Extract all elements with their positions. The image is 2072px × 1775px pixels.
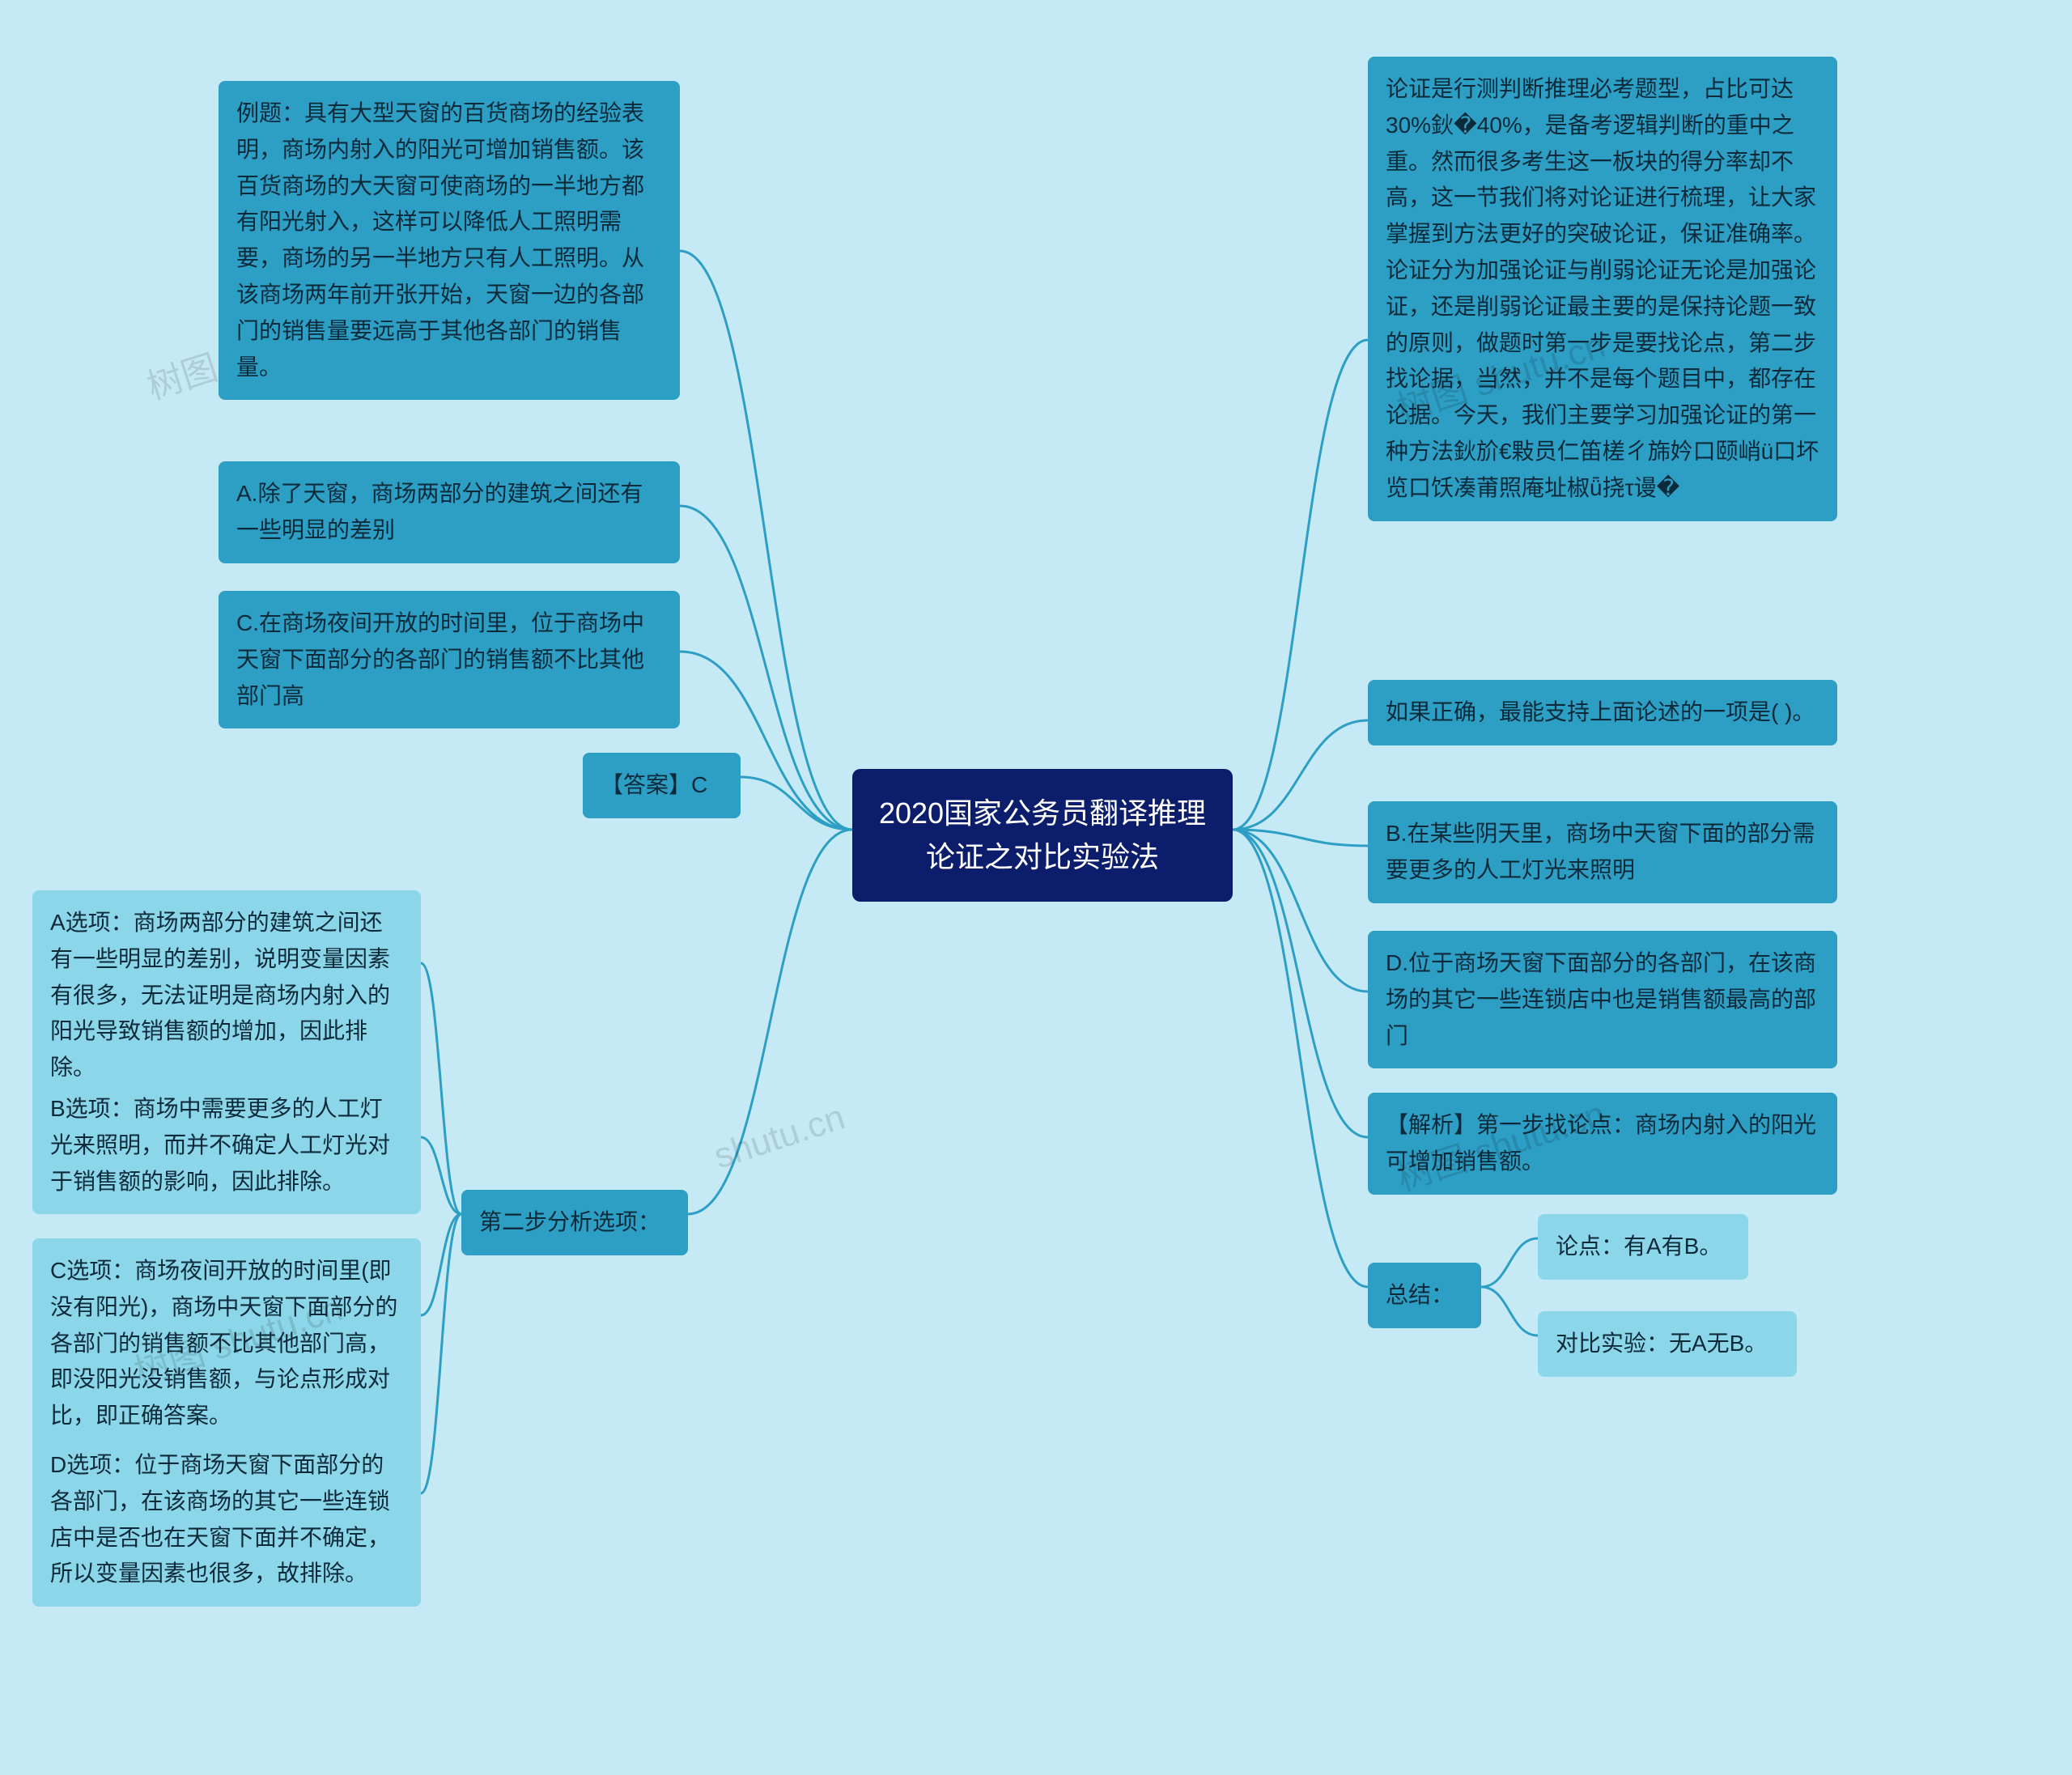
connector [741,777,852,830]
mindmap-node-L5d[interactable]: D选项：位于商场天窗下面部分的各部门，在该商场的其它一些连锁店中是否也在天窗下面… [32,1433,421,1607]
connector [1233,830,1368,1287]
connector [421,963,461,1214]
mindmap-node-L3[interactable]: C.在商场夜间开放的时间里，位于商场中天窗下面部分的各部门的销售额不比其他部门高 [219,591,680,728]
watermark: shutu.cn [709,1098,850,1178]
connector [421,1214,461,1315]
connector [1481,1287,1538,1335]
mindmap-node-R6a[interactable]: 论点：有A有B。 [1538,1214,1748,1280]
connector [1233,830,1368,846]
connector [1233,340,1368,830]
connector [688,830,852,1214]
mindmap-node-L5b[interactable]: B选项：商场中需要更多的人工灯光来照明，而并不确定人工灯光对于销售额的影响，因此… [32,1076,421,1214]
mindmap-node-R1[interactable]: 论证是行测判断推理必考题型，占比可达30%鈥�40%，是备考逻辑判断的重中之重。… [1368,57,1837,521]
mindmap-node-L4[interactable]: 【答案】C [583,753,741,818]
mindmap-node-L5c[interactable]: C选项：商场夜间开放的时间里(即没有阳光)，商场中天窗下面部分的各部门的销售额不… [32,1238,421,1449]
watermark: 树图 [139,338,223,410]
mindmap-node-R3[interactable]: B.在某些阴天里，商场中天窗下面的部分需要更多的人工灯光来照明 [1368,801,1837,903]
mindmap-node-R6b[interactable]: 对比实验：无A无B。 [1538,1311,1797,1377]
mindmap-root[interactable]: 2020国家公务员翻译推理论证之对比实验法 [852,769,1233,902]
mindmap-node-L5a[interactable]: A选项：商场两部分的建筑之间还有一些明显的差别，说明变量因素有很多，无法证明是商… [32,890,421,1101]
mindmap-node-L5[interactable]: 第二步分析选项： [461,1190,688,1255]
mindmap-node-R5[interactable]: 【解析】第一步找论点：商场内射入的阳光可增加销售额。 [1368,1093,1837,1195]
connector [1481,1238,1538,1287]
mindmap-node-R2[interactable]: 如果正确，最能支持上面论述的一项是( )。 [1368,680,1837,745]
mindmap-node-L2[interactable]: A.除了天窗，商场两部分的建筑之间还有一些明显的差别 [219,461,680,563]
connector [680,251,852,830]
mindmap-node-R6[interactable]: 总结： [1368,1263,1481,1328]
connector [1233,720,1368,830]
mindmap-node-R4[interactable]: D.位于商场天窗下面部分的各部门，在该商场的其它一些连锁店中也是销售额最高的部门 [1368,931,1837,1068]
connector [421,1137,461,1214]
connector [421,1214,461,1493]
mindmap-node-L1[interactable]: 例题：具有大型天窗的百货商场的经验表明，商场内射入的阳光可增加销售额。该百货商场… [219,81,680,400]
connector [1233,830,1368,992]
connector [1233,830,1368,1137]
